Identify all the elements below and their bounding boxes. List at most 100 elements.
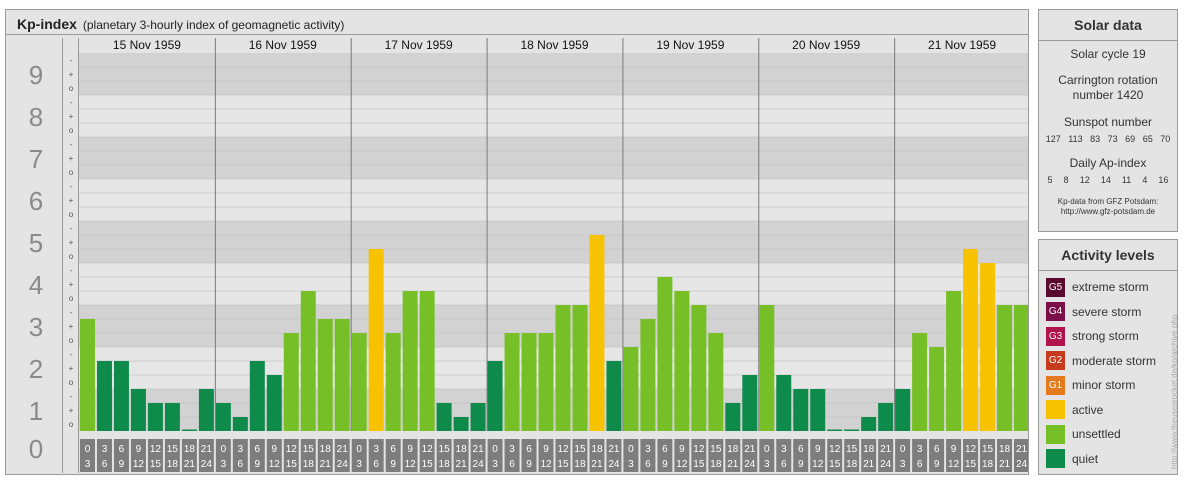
sunspot-value: 69 xyxy=(1125,134,1136,144)
interval-box xyxy=(708,439,724,472)
interval-box xyxy=(725,439,741,472)
sunspot-label: Sunspot number xyxy=(1063,115,1153,129)
interval-start-label: 15 xyxy=(710,444,722,455)
interval-start-label: 6 xyxy=(934,444,940,455)
sunspot-value: 73 xyxy=(1107,134,1118,144)
y-tick-label: 8 xyxy=(29,102,43,132)
interval-start-label: 3 xyxy=(645,444,651,455)
interval-end-label: 21 xyxy=(320,459,332,470)
minor-tick-label: - xyxy=(70,224,73,233)
minor-tick-label: + xyxy=(69,196,74,205)
interval-start-label: 15 xyxy=(439,444,451,455)
interval-start-label: 0 xyxy=(628,444,634,455)
interval-end-label: 15 xyxy=(286,459,298,470)
minor-tick-label: + xyxy=(69,364,74,373)
interval-start-label: 3 xyxy=(509,444,515,455)
kp-bar xyxy=(657,276,673,431)
minor-tick-label: o xyxy=(69,336,74,345)
legend-label: moderate storm xyxy=(1072,353,1157,368)
minor-tick-label: - xyxy=(70,98,73,107)
solar-cycle: Solar cycle 19 xyxy=(1070,47,1146,61)
interval-box xyxy=(368,439,384,472)
kp-bar xyxy=(402,291,418,431)
interval-end-label: 3 xyxy=(356,459,362,470)
minor-tick-label: - xyxy=(70,392,73,401)
interval-box xyxy=(96,439,112,472)
kp-bar xyxy=(385,333,401,431)
interval-start-label: 0 xyxy=(492,444,498,455)
interval-box xyxy=(589,439,605,472)
interval-end-label: 15 xyxy=(829,459,841,470)
interval-box xyxy=(827,439,843,472)
kp-bar xyxy=(572,305,588,431)
interval-end-label: 18 xyxy=(439,459,451,470)
legend-label: unsettled xyxy=(1072,427,1121,442)
kp-bar xyxy=(827,429,843,431)
interval-box xyxy=(436,439,452,472)
interval-end-label: 9 xyxy=(119,459,125,470)
interval-start-label: 18 xyxy=(456,444,468,455)
day-label: 19 Nov 1959 xyxy=(656,38,724,52)
interval-box xyxy=(878,439,894,472)
interval-box xyxy=(130,439,146,472)
solar-data-heading: Solar data xyxy=(1039,10,1177,41)
legend-label: extreme storm xyxy=(1072,280,1149,295)
interval-box xyxy=(181,439,197,472)
interval-start-label: 9 xyxy=(272,444,278,455)
interval-end-label: 24 xyxy=(337,459,349,470)
interval-end-label: 6 xyxy=(102,459,108,470)
legend-item: G1 minor storm xyxy=(1046,373,1177,398)
interval-end-label: 24 xyxy=(201,459,213,470)
interval-box xyxy=(283,439,299,472)
interval-start-label: 15 xyxy=(167,444,179,455)
kp-bar xyxy=(470,402,486,431)
ap-value: 8 xyxy=(1063,175,1069,185)
interval-end-label: 18 xyxy=(574,459,586,470)
interval-end-label: 3 xyxy=(492,459,498,470)
interval-end-label: 9 xyxy=(662,459,668,470)
legend-item: G4 severe storm xyxy=(1046,300,1177,325)
interval-end-label: 6 xyxy=(509,459,515,470)
interval-end-label: 21 xyxy=(863,459,875,470)
interval-start-label: 15 xyxy=(846,444,858,455)
kp-bar xyxy=(810,389,826,431)
interval-start-label: 6 xyxy=(119,444,125,455)
interval-start-label: 21 xyxy=(880,444,892,455)
y-tick-label: 1 xyxy=(29,396,43,426)
kp-bar xyxy=(589,234,605,431)
interval-end-label: 12 xyxy=(133,459,145,470)
legend-label: active xyxy=(1072,402,1104,417)
kp-band xyxy=(79,179,1028,221)
minor-tick-label: o xyxy=(69,294,74,303)
interval-start-label: 0 xyxy=(900,444,906,455)
ap-values: 5 8 12 14 11 4 16 xyxy=(1039,175,1177,185)
interval-end-label: 3 xyxy=(628,459,634,470)
kp-bar xyxy=(623,347,639,431)
kp-bar xyxy=(1014,305,1028,431)
chart-title: Kp-index (planetary 3-hourly index of geo… xyxy=(17,16,344,32)
interval-start-label: 6 xyxy=(798,444,804,455)
interval-start-label: 15 xyxy=(982,444,994,455)
minor-tick-label: - xyxy=(70,350,73,359)
day-label: 15 Nov 1959 xyxy=(113,38,181,52)
interval-box xyxy=(113,439,129,472)
interval-start-label: 21 xyxy=(1016,444,1028,455)
interval-end-label: 24 xyxy=(744,459,756,470)
ap-value: 14 xyxy=(1100,175,1111,185)
legend-label: quiet xyxy=(1072,451,1099,466)
kp-bar xyxy=(164,402,180,431)
day-label: 18 Nov 1959 xyxy=(520,38,588,52)
interval-start-label: 6 xyxy=(390,444,396,455)
interval-end-label: 3 xyxy=(764,459,770,470)
kp-band xyxy=(79,137,1028,179)
kp-bar xyxy=(368,249,384,431)
kp-bar xyxy=(691,305,707,431)
kp-bar xyxy=(640,318,656,431)
interval-end-label: 12 xyxy=(405,459,417,470)
chart-title-main: Kp-index xyxy=(17,16,77,32)
minor-tick-label: + xyxy=(69,154,74,163)
interval-box xyxy=(470,439,486,472)
interval-box xyxy=(249,439,265,472)
kp-bar xyxy=(521,333,537,431)
kp-bar xyxy=(181,429,197,431)
